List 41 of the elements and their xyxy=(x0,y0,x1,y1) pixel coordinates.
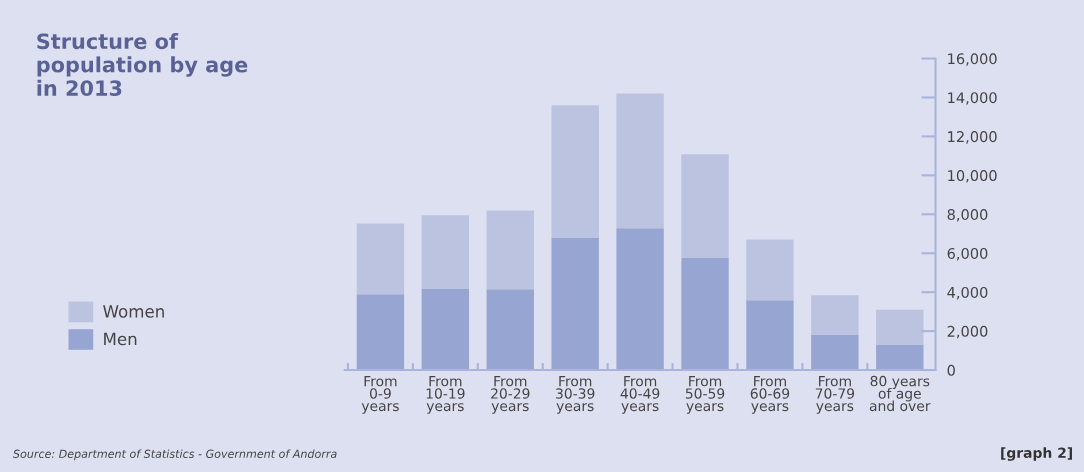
y-tick-label: 4,000 xyxy=(947,286,988,300)
bar xyxy=(616,228,664,371)
y-tick-label: 12,000 xyxy=(948,131,997,144)
y-tick-label: 0 xyxy=(947,364,955,376)
bar xyxy=(681,257,729,371)
x-tick-label: From 40-49 years xyxy=(620,376,660,414)
bar xyxy=(486,289,534,371)
bar xyxy=(811,295,859,335)
source-note: Source: Department of Statistics - Government of Andorra xyxy=(13,449,337,461)
x-tick-label: From 0-9 years xyxy=(361,376,399,414)
y-tick-label: 16,000 xyxy=(948,53,997,66)
legend-label: Men xyxy=(104,332,137,346)
x-tick-label: From 10-19 years xyxy=(426,376,465,414)
bar xyxy=(681,154,729,258)
bar xyxy=(421,215,470,289)
bar xyxy=(746,300,794,371)
bar xyxy=(811,334,859,371)
bar xyxy=(421,288,470,371)
bar xyxy=(356,294,405,371)
legend-label: Women xyxy=(103,305,164,318)
bar xyxy=(616,93,664,229)
bar xyxy=(746,239,794,301)
text: [graph 2] xyxy=(1001,447,1072,461)
x-tick-label: From 20-29 years xyxy=(491,376,530,414)
y-tick-label: 14,000 xyxy=(948,92,997,105)
bar xyxy=(486,210,534,290)
y-tick-label: 6,000 xyxy=(947,247,988,261)
bar xyxy=(876,309,924,345)
x-tick-label: From 60-69 years xyxy=(750,376,790,414)
bar xyxy=(551,105,599,238)
x-tick-label: From 50-59 years xyxy=(685,376,725,414)
x-tick-label: 80 years of age and over xyxy=(869,375,931,412)
x-tick-label: From 30-39 years xyxy=(556,376,595,414)
text: Structure of population by age in 2013 xyxy=(37,33,248,96)
bar xyxy=(551,237,599,371)
bar xyxy=(876,344,924,371)
bar xyxy=(356,223,405,295)
x-tick-label: From 70-79 years xyxy=(815,376,855,414)
y-tick-label: 2,000 xyxy=(947,325,988,339)
y-tick-label: 10,000 xyxy=(948,170,997,183)
y-tick-label: 8,000 xyxy=(947,209,988,222)
